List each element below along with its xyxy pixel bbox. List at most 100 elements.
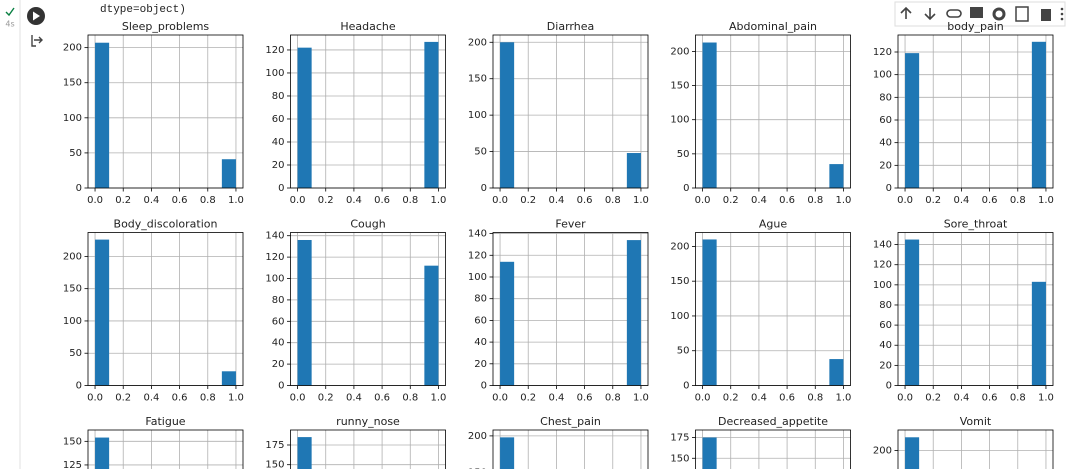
x-tick-label: 0.0: [290, 195, 306, 206]
x-tick-label: 0.8: [402, 195, 418, 206]
axes-frame: [695, 232, 851, 386]
x-tick-label: 0.0: [897, 195, 913, 206]
x-tick-label: 0.4: [143, 393, 159, 404]
x-tick-label: 0.4: [751, 195, 767, 206]
histogram-chart: runny_nose0.00.20.40.60.81.0025507510012…: [265, 415, 446, 469]
y-tick-label: 80: [272, 91, 285, 102]
y-tick-label: 200: [670, 241, 689, 252]
y-tick-label: 100: [265, 274, 284, 285]
x-tick-label: 0.2: [520, 393, 536, 404]
x-tick-label: 0.2: [723, 393, 739, 404]
histogram-bar: [829, 164, 844, 188]
axes-frame: [87, 34, 244, 189]
y-tick-label: 140: [265, 231, 284, 242]
y-tick-label: 60: [272, 316, 285, 327]
x-tick-label: 0.6: [779, 195, 795, 206]
move-down[interactable]: [924, 8, 936, 21]
y-tick-label: 120: [265, 252, 284, 263]
y-tick-label: 0: [76, 381, 82, 392]
x-tick-label: 0.0: [290, 393, 306, 404]
x-tick-label: 0.2: [723, 195, 739, 206]
x-tick-label: 0.2: [115, 393, 131, 404]
x-tick-label: 1.0: [228, 195, 244, 206]
histogram-bar: [424, 265, 439, 386]
y-tick-label: 40: [879, 340, 892, 351]
y-tick-label: 175: [265, 440, 284, 451]
x-tick-label: 0.0: [87, 393, 103, 404]
y-tick-label: 150: [468, 468, 487, 469]
x-tick-label: 0.2: [318, 195, 334, 206]
y-tick-label: 100: [63, 316, 82, 327]
x-tick-label: 0.2: [115, 195, 131, 206]
y-tick-label: 120: [468, 250, 487, 261]
y-tick-label: 100: [670, 115, 689, 126]
x-tick-label: 0.6: [982, 195, 998, 206]
y-tick-label: 20: [879, 160, 892, 171]
x-tick-label: 0.6: [374, 195, 390, 206]
histogram-bar: [297, 47, 312, 188]
x-tick-label: 0.0: [492, 195, 508, 206]
axes-frame: [897, 429, 1054, 469]
y-tick-label: 150: [670, 453, 689, 464]
y-tick-label: 140: [873, 240, 892, 251]
x-tick-label: 0.2: [925, 393, 941, 404]
y-tick-label: 0: [886, 183, 892, 194]
cell-toolbar: [894, 1, 1066, 27]
x-tick-label: 0.6: [982, 393, 998, 404]
x-tick-label: 0.6: [577, 393, 593, 404]
y-tick-label: 100: [468, 110, 487, 121]
x-tick-label: 1.0: [228, 393, 244, 404]
y-tick-label: 200: [873, 446, 892, 457]
axes-frame: [695, 34, 851, 189]
x-tick-label: 0.0: [492, 393, 508, 404]
x-tick-label: 0.4: [953, 195, 969, 206]
histogram-bar: [1031, 41, 1046, 188]
y-tick-label: 80: [474, 294, 487, 305]
axes-frame: [87, 429, 244, 469]
move-up[interactable]: [900, 6, 912, 19]
chart-title: runny_nose: [336, 415, 400, 428]
x-tick-label: 1.0: [431, 195, 447, 206]
delete[interactable]: [1041, 9, 1051, 21]
y-tick-label: 150: [468, 74, 487, 85]
y-tick-label: 150: [265, 460, 284, 469]
y-tick-label: 80: [272, 295, 285, 306]
axes-frame: [290, 232, 446, 386]
link[interactable]: [946, 9, 962, 18]
y-tick-label: 20: [272, 359, 285, 370]
x-tick-label: 0.2: [925, 195, 941, 206]
comment[interactable]: [970, 7, 983, 18]
y-tick-label: 0: [683, 183, 689, 194]
x-tick-label: 0.2: [318, 393, 334, 404]
x-tick-label: 0.4: [751, 393, 767, 404]
mirror[interactable]: [1015, 6, 1029, 22]
chart-title: Fever: [555, 218, 586, 231]
histogram-bar: [95, 437, 110, 469]
axes-frame: [290, 429, 446, 469]
output-icon[interactable]: [31, 35, 43, 47]
y-tick-label: 50: [69, 348, 82, 359]
y-tick-label: 50: [677, 149, 690, 160]
histogram-bar: [626, 153, 641, 188]
x-tick-label: 0.0: [695, 195, 711, 206]
chart-title: Cough: [350, 218, 385, 231]
chart-title: Sleep_problems: [122, 20, 210, 33]
y-tick-label: 40: [272, 338, 285, 349]
y-tick-label: 40: [474, 337, 487, 348]
histogram-bar: [1031, 281, 1046, 386]
x-tick-label: 0.8: [807, 195, 823, 206]
chart-title: Decreased_appetite: [718, 415, 828, 428]
y-tick-label: 20: [474, 359, 487, 370]
settings[interactable]: [992, 7, 1006, 21]
more: [1060, 17, 1064, 21]
more[interactable]: [1060, 7, 1064, 11]
chart-title: Diarrhea: [547, 20, 594, 33]
y-tick-label: 150: [63, 436, 82, 447]
histogram-bar: [905, 239, 920, 386]
y-tick-label: 100: [63, 113, 82, 124]
axes-frame: [897, 232, 1054, 386]
x-tick-label: 0.8: [1010, 393, 1026, 404]
